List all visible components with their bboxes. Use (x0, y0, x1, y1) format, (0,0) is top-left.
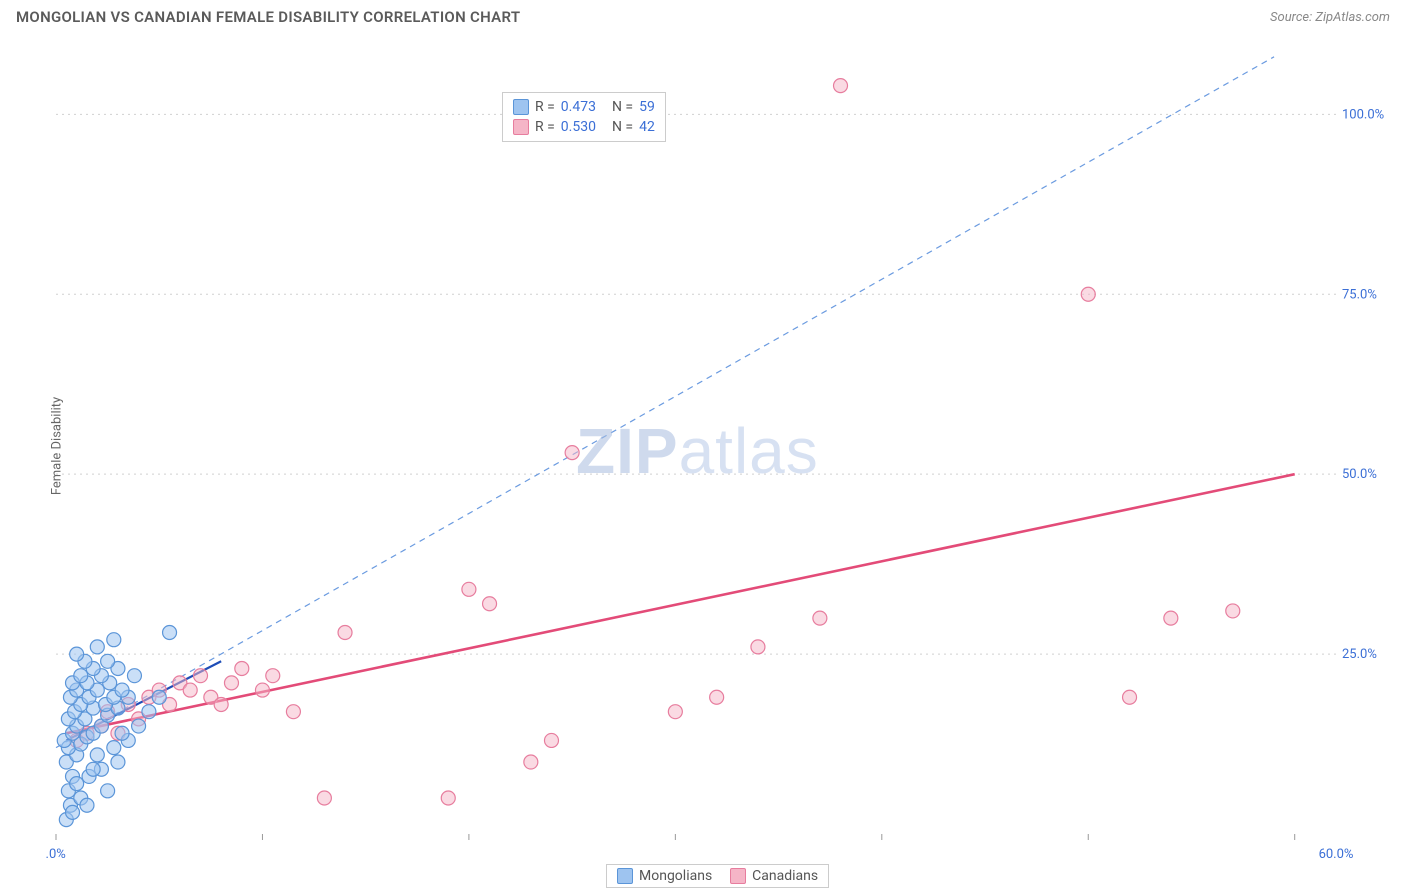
svg-text:50.0%: 50.0% (1342, 467, 1377, 482)
stat-n-value: 59 (639, 99, 655, 115)
svg-text:60.0%: 60.0% (1319, 847, 1354, 862)
legend-item: Canadians (730, 868, 818, 884)
stat-n-label: N = (612, 99, 633, 115)
svg-text:75.0%: 75.0% (1342, 287, 1377, 302)
chart-header: MONGOLIAN VS CANADIAN FEMALE DISABILITY … (0, 0, 1406, 30)
plot-area: 25.0%50.0%75.0%100.0%0.0%60.0% ZIPatlas … (46, 44, 1386, 834)
legend-label: Canadians (752, 868, 818, 884)
stat-r-value: 0.530 (561, 119, 596, 135)
legend-swatch (730, 868, 746, 884)
legend-item: Mongolians (617, 868, 712, 884)
legend-label: Mongolians (639, 868, 712, 884)
stats-row: R = 0.530 N = 42 (513, 117, 655, 137)
stat-r-value: 0.473 (561, 99, 596, 115)
svg-text:0.0%: 0.0% (46, 847, 66, 862)
stat-n-value: 42 (639, 119, 655, 135)
svg-text:100.0%: 100.0% (1342, 107, 1384, 122)
source-attribution: Source: ZipAtlas.com (1270, 10, 1390, 25)
series-swatch (513, 99, 529, 115)
series-legend: Mongolians Canadians (606, 864, 829, 888)
correlation-stats-box: R = 0.473 N = 59 R = 0.530 N = 42 (502, 92, 666, 142)
chart-title: MONGOLIAN VS CANADIAN FEMALE DISABILITY … (16, 8, 520, 26)
series-swatch (513, 119, 529, 135)
legend-swatch (617, 868, 633, 884)
stat-r-label: R = (535, 119, 555, 135)
stats-row: R = 0.473 N = 59 (513, 97, 655, 117)
scatter-svg: 25.0% 50.0% 75.0% 100.0% 0.0% 60.0% (46, 44, 1386, 874)
stat-r-label: R = (535, 99, 555, 115)
svg-text:25.0%: 25.0% (1342, 647, 1377, 662)
stat-n-label: N = (612, 119, 633, 135)
